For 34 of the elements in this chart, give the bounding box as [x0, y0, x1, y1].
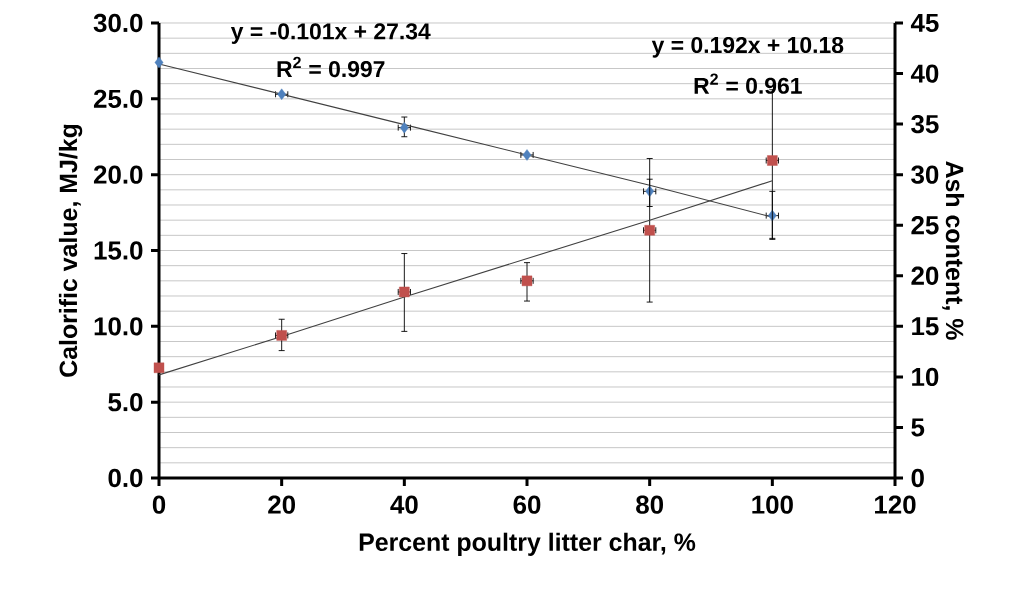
- annotation: y = -0.101x + 27.34: [230, 23, 431, 44]
- y2-tick-label: 0: [911, 468, 924, 488]
- x-tick-label: 60: [513, 495, 541, 514]
- y2-tick-label: 45: [910, 13, 939, 33]
- y-tick-label: 15.0: [94, 241, 143, 260]
- y2-tick-label: 30: [911, 165, 939, 184]
- annotation: R$^{2}$ = 0.997: [277, 56, 385, 78]
- y2-tick-label: 5: [911, 418, 925, 437]
- y-tick-label: 30.0: [93, 13, 143, 33]
- y-tick-label: 5.0: [108, 392, 143, 412]
- y-tick-label: 25.0: [93, 89, 143, 108]
- annotation: R$^{2}$ = 0.961: [694, 73, 802, 94]
- x-tick-label: 40: [390, 495, 418, 514]
- point: [154, 56, 164, 69]
- x-tick-label: 0: [152, 495, 166, 514]
- y2-tick-label: 10: [912, 367, 939, 387]
- y2-tick-label: 25: [911, 216, 939, 235]
- point: [277, 88, 286, 100]
- y-tick-label: 10.0: [94, 317, 143, 336]
- y-tick-label: 20.0: [93, 165, 143, 184]
- annotation: y = 0.192x + 10.18: [651, 36, 844, 58]
- y2-tick-label: 40: [910, 64, 939, 83]
- y-tick-label: 0.0: [108, 468, 143, 488]
- x-tick-label: 100: [752, 495, 793, 514]
- point: [153, 362, 165, 373]
- y2-tick-label: 15: [912, 317, 939, 336]
- x-tick-label: 120: [875, 495, 916, 514]
- x-tick-label: 20: [268, 495, 296, 514]
- y2-tick-label: 35: [911, 114, 939, 134]
- x-tick-label: 80: [636, 495, 664, 514]
- x-axis-title: Percent poultry litter char, %: [359, 532, 696, 556]
- y-axis-title: Calorific value, MJ/kg: [58, 124, 83, 377]
- y2-axis-title: Ash content, %: [942, 161, 965, 340]
- y2-tick-label: 20: [911, 266, 939, 285]
